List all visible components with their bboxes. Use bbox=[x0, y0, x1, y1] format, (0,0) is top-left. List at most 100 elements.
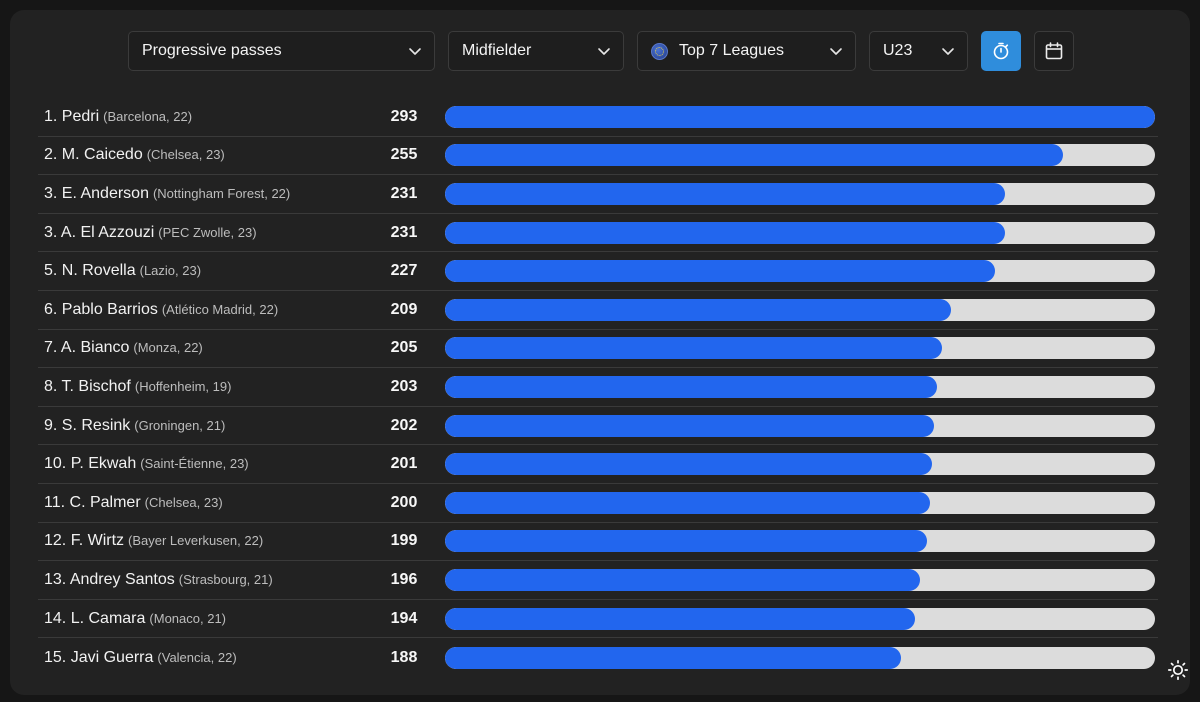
player-value: 196 bbox=[390, 570, 418, 588]
player-rank: 1. bbox=[44, 107, 58, 125]
league-select[interactable]: Top 7 Leagues bbox=[637, 31, 856, 71]
player-row[interactable]: 15. Javi Guerra (Valencia, 22) 188 bbox=[38, 638, 1158, 677]
calendar-button[interactable] bbox=[1034, 31, 1074, 71]
position-select[interactable]: Midfielder bbox=[448, 31, 624, 71]
player-name: S. Resink bbox=[61, 416, 131, 434]
value-bar-fill bbox=[445, 298, 952, 321]
player-value: 188 bbox=[390, 648, 418, 666]
value-bar-fill bbox=[445, 260, 996, 283]
value-bar-track bbox=[445, 298, 1155, 321]
value-bar-fill bbox=[445, 568, 920, 591]
league-select-label: Top 7 Leagues bbox=[679, 42, 784, 59]
value-bar-fill bbox=[445, 646, 901, 669]
value-bar-track bbox=[445, 568, 1155, 591]
player-row[interactable]: 14. L. Camara (Monaco, 21) 194 bbox=[38, 600, 1158, 639]
player-club-age: (Barcelona, 22) bbox=[103, 108, 193, 124]
theme-toggle-button[interactable] bbox=[1163, 655, 1193, 685]
player-row[interactable]: 2. M. Caicedo (Chelsea, 23) 255 bbox=[38, 137, 1158, 176]
player-name: C. Palmer bbox=[69, 493, 141, 511]
player-club-age: (PEC Zwolle, 23) bbox=[158, 224, 257, 240]
player-name: P. Ekwah bbox=[70, 455, 137, 473]
player-rank: 11. bbox=[44, 493, 66, 511]
value-bar-fill bbox=[445, 375, 937, 398]
player-club-age: (Strasbourg, 21) bbox=[178, 571, 273, 587]
player-value: 231 bbox=[390, 223, 418, 241]
value-bar-fill bbox=[445, 530, 928, 553]
player-value: 227 bbox=[390, 262, 418, 280]
player-name: A. Bianco bbox=[60, 339, 130, 357]
player-value: 293 bbox=[390, 107, 418, 125]
value-bar-fill bbox=[445, 414, 935, 437]
chevron-down-icon bbox=[942, 48, 954, 55]
player-name-cell: 7. A. Bianco (Monza, 22) bbox=[44, 339, 203, 357]
player-name-cell: 6. Pablo Barrios (Atlético Madrid, 22) bbox=[44, 301, 278, 319]
player-rank: 10. bbox=[44, 455, 67, 473]
player-row[interactable]: 3. E. Anderson (Nottingham Forest, 22) 231 bbox=[38, 175, 1158, 214]
chevron-down-icon bbox=[598, 48, 610, 55]
value-bar-track bbox=[445, 491, 1155, 514]
value-bar-track bbox=[445, 607, 1155, 630]
player-row[interactable]: 12. F. Wirtz (Bayer Leverkusen, 22) 199 bbox=[38, 523, 1158, 562]
age-select-label: U23 bbox=[883, 42, 913, 59]
value-bar-track bbox=[445, 221, 1155, 244]
value-bar-track bbox=[445, 414, 1155, 437]
player-row[interactable]: 1. Pedri (Barcelona, 22) 293 bbox=[38, 98, 1158, 137]
stopwatch-icon bbox=[993, 42, 1009, 60]
player-club-age: (Chelsea, 23) bbox=[144, 494, 223, 510]
player-row[interactable]: 7. A. Bianco (Monza, 22) 205 bbox=[38, 330, 1158, 369]
player-name: Pedri bbox=[61, 107, 100, 125]
player-row[interactable]: 9. S. Resink (Groningen, 21) 202 bbox=[38, 407, 1158, 446]
player-name-cell: 10. P. Ekwah (Saint-Étienne, 23) bbox=[44, 455, 249, 473]
player-row[interactable]: 13. Andrey Santos (Strasbourg, 21) 196 bbox=[38, 561, 1158, 600]
player-name: F. Wirtz bbox=[70, 532, 125, 550]
player-club-age: (Valencia, 22) bbox=[157, 649, 237, 665]
player-row[interactable]: 3. A. El Azzouzi (PEC Zwolle, 23) 231 bbox=[38, 214, 1158, 253]
player-value: 209 bbox=[390, 300, 418, 318]
value-bar-track bbox=[445, 260, 1155, 283]
player-rank: 2. bbox=[44, 146, 58, 164]
player-rank: 9. bbox=[44, 416, 58, 434]
player-rank: 12. bbox=[44, 532, 67, 550]
player-club-age: (Bayer Leverkusen, 22) bbox=[128, 533, 264, 549]
player-rank: 5. bbox=[44, 262, 58, 280]
player-rank: 14. bbox=[44, 609, 67, 627]
player-name: Javi Guerra bbox=[70, 648, 154, 666]
calendar-icon bbox=[1045, 42, 1063, 60]
player-name: L. Camara bbox=[70, 609, 146, 627]
player-club-age: (Monza, 22) bbox=[133, 340, 203, 356]
value-bar-fill bbox=[445, 221, 1005, 244]
player-name-cell: 11. C. Palmer (Chelsea, 23) bbox=[44, 494, 223, 512]
chevron-down-icon bbox=[409, 48, 421, 55]
age-select[interactable]: U23 bbox=[869, 31, 968, 71]
player-row[interactable]: 5. N. Rovella (Lazio, 23) 227 bbox=[38, 252, 1158, 291]
value-bar-track bbox=[445, 337, 1155, 360]
timer-button[interactable] bbox=[981, 31, 1021, 71]
player-club-age: (Chelsea, 23) bbox=[146, 147, 225, 163]
value-bar-track bbox=[445, 375, 1155, 398]
value-bar-track bbox=[445, 530, 1155, 553]
value-bar-track bbox=[445, 105, 1155, 128]
player-name-cell: 13. Andrey Santos (Strasbourg, 21) bbox=[44, 571, 273, 589]
player-row[interactable]: 10. P. Ekwah (Saint-Étienne, 23) 201 bbox=[38, 445, 1158, 484]
player-value: 201 bbox=[390, 455, 418, 473]
player-club-age: (Lazio, 23) bbox=[139, 263, 202, 279]
player-row[interactable]: 8. T. Bischof (Hoffenheim, 19) 203 bbox=[38, 368, 1158, 407]
player-ranking-list: 1. Pedri (Barcelona, 22) 293 2. M. Caicedo(… bbox=[38, 98, 1158, 677]
player-name: Andrey Santos bbox=[69, 570, 175, 588]
player-row[interactable]: 6. Pablo Barrios (Atlético Madrid, 22) 209 bbox=[38, 291, 1158, 330]
player-row[interactable]: 11. C. Palmer (Chelsea, 23) 200 bbox=[38, 484, 1158, 523]
value-bar-fill bbox=[445, 491, 930, 514]
value-bar-track bbox=[445, 453, 1155, 476]
metric-select[interactable]: Progressive passes bbox=[128, 31, 435, 71]
player-name: A. El Azzouzi bbox=[60, 223, 155, 241]
player-name-cell: 3. E. Anderson (Nottingham Forest, 22) bbox=[44, 185, 290, 203]
player-name: E. Anderson bbox=[61, 184, 149, 202]
player-club-age: (Hoffenheim, 19) bbox=[134, 378, 232, 394]
value-bar-fill bbox=[445, 144, 1063, 167]
player-name: T. Bischof bbox=[61, 377, 131, 395]
player-value: 203 bbox=[390, 377, 418, 395]
sun-icon bbox=[1167, 659, 1189, 681]
value-bar-fill bbox=[445, 182, 1005, 205]
player-club-age: (Saint-Étienne, 23) bbox=[140, 456, 249, 472]
player-rank: 6. bbox=[44, 300, 58, 318]
